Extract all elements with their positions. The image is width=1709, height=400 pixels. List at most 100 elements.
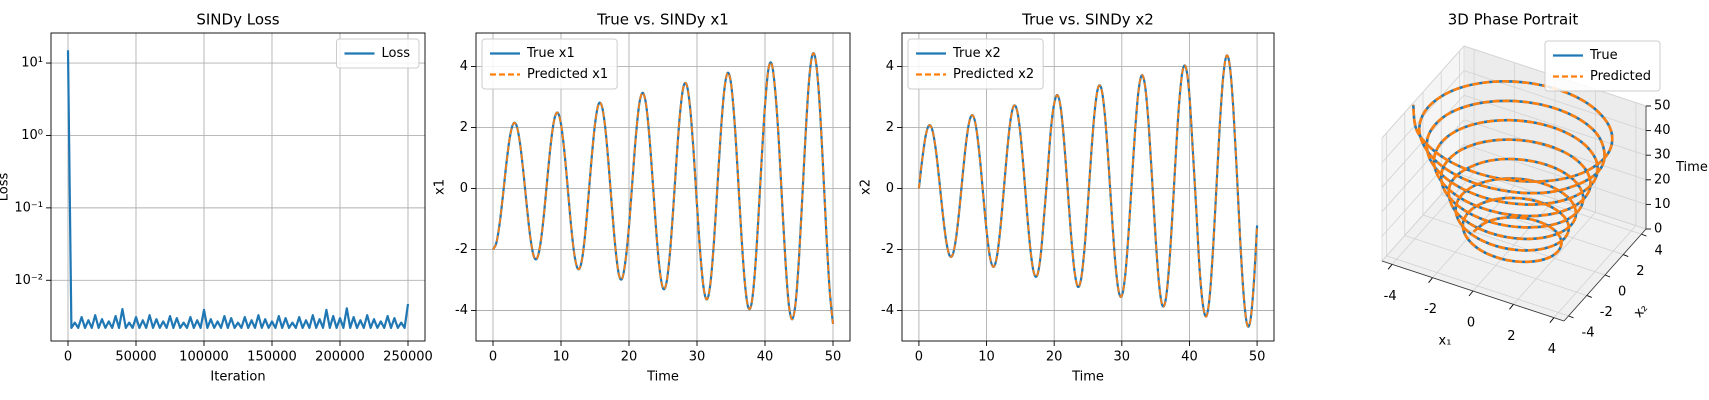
series-line xyxy=(918,54,1258,328)
x-tick-label: 10 xyxy=(978,350,995,365)
grid-line xyxy=(1381,144,1465,237)
x-axis-label: Time xyxy=(646,370,679,385)
x-tick-label: -2 xyxy=(1424,302,1437,317)
y-tick-label: 2 xyxy=(1636,264,1644,279)
x-axis-label: x₁ xyxy=(1439,334,1452,349)
legend: True x2 Predicted x2 xyxy=(907,38,1044,90)
y-tick-label: 10⁰ xyxy=(21,128,43,143)
grid-line xyxy=(1463,144,1647,205)
y-tick-label: -4 xyxy=(455,303,468,318)
x-tick-label: 10 xyxy=(553,350,570,365)
y-axis-label: x1 xyxy=(433,179,448,195)
x-tick-label: 150000 xyxy=(247,350,297,365)
y-tick-label: 4 xyxy=(886,59,894,74)
axes-frame xyxy=(901,32,1275,342)
x-tick-label: 100000 xyxy=(179,350,229,365)
legend-label: Predicted x1 xyxy=(527,67,608,82)
legend-label: Loss xyxy=(381,46,410,61)
x-tick xyxy=(1428,277,1433,283)
legend: Loss xyxy=(335,38,420,69)
y-tick xyxy=(1623,254,1629,257)
x-tick-label: 20 xyxy=(621,350,638,365)
legend-box xyxy=(1544,40,1661,92)
legend: True Predicted xyxy=(1544,40,1661,92)
y-tick-label: 2 xyxy=(460,120,468,135)
x-tick-label: 2 xyxy=(1507,329,1515,344)
series-line xyxy=(492,52,834,325)
x-tick-label: 0 xyxy=(489,350,497,365)
x-tick xyxy=(1509,304,1514,310)
y-tick-label: -4 xyxy=(1582,325,1595,340)
grid-line xyxy=(1386,255,1569,317)
x-tick-label: 40 xyxy=(757,350,774,365)
grid-line xyxy=(1381,45,1465,139)
axes-frame xyxy=(475,32,851,342)
grid-line xyxy=(1463,119,1647,181)
legend-label: Predicted xyxy=(1590,69,1651,84)
grid-line xyxy=(1422,214,1606,276)
grid-line xyxy=(1463,94,1647,156)
y-axis-label: x2 xyxy=(859,179,874,195)
x-tick-label: 50 xyxy=(825,350,842,365)
z-tick-label: 10 xyxy=(1654,197,1671,212)
x-tick-label: 0 xyxy=(64,350,72,365)
x-tick-label: 200000 xyxy=(315,350,365,365)
axes-frame xyxy=(50,32,426,342)
legend-label: True x2 xyxy=(952,46,1001,61)
legend-box xyxy=(481,38,618,90)
phase-line xyxy=(1411,80,1614,264)
x-tick-label: 20 xyxy=(1046,350,1063,365)
axis-line xyxy=(1381,260,1565,322)
y-axis-label: x₂ xyxy=(1631,301,1651,321)
chart-title: True vs. SINDy x1 xyxy=(596,11,729,29)
z-tick-label: 0 xyxy=(1654,222,1662,237)
x-tick-label: 30 xyxy=(1114,350,1131,365)
y-tick-label: -2 xyxy=(881,242,894,257)
y-tick-label: -2 xyxy=(1600,305,1613,320)
x-tick-label: 30 xyxy=(689,350,706,365)
y-tick-label: 4 xyxy=(1654,244,1662,259)
y-tick-label: 10⁻² xyxy=(14,273,43,288)
x-tick xyxy=(1387,264,1393,270)
z-tick-label: 30 xyxy=(1654,148,1671,163)
x-axis-label: Iteration xyxy=(210,370,265,385)
z-tick-label: 40 xyxy=(1654,123,1671,138)
y-tick xyxy=(1641,233,1647,237)
chart-title: True vs. SINDy x2 xyxy=(1021,11,1154,29)
y-tick xyxy=(1568,315,1574,319)
x-tick-label: 250000 xyxy=(383,350,433,365)
grid-line xyxy=(1404,235,1587,296)
y-tick xyxy=(1604,274,1611,278)
y-tick-label: 2 xyxy=(886,120,894,135)
y-axis-label: Loss xyxy=(0,173,12,202)
x-tick-label: 40 xyxy=(1181,350,1198,365)
x-tick-label: 50 xyxy=(1249,350,1266,365)
y-tick-label: 10¹ xyxy=(21,56,43,71)
legend-label: True xyxy=(1589,48,1618,63)
x-tick xyxy=(1468,290,1474,297)
chart-title: 3D Phase Portrait xyxy=(1448,11,1579,29)
legend-box xyxy=(907,38,1044,90)
z-axis-label: Time xyxy=(1675,160,1708,175)
x-tick-label: 50000 xyxy=(115,350,156,365)
x-axis-label: Time xyxy=(1071,370,1104,385)
x-tick xyxy=(1549,317,1555,323)
y-tick xyxy=(1586,295,1592,298)
legend-label: Predicted x2 xyxy=(953,67,1034,82)
z-tick-label: 50 xyxy=(1654,99,1671,114)
chart-title: SINDy Loss xyxy=(196,11,279,29)
y-tick-label: -2 xyxy=(455,242,468,257)
legend-box xyxy=(335,38,420,69)
y-tick-label: 10⁻¹ xyxy=(14,200,43,215)
x-tick-label: -4 xyxy=(1384,289,1397,304)
y-tick-label: 0 xyxy=(886,181,894,196)
y-tick-label: -4 xyxy=(881,303,894,318)
x-tick-label: 0 xyxy=(1467,316,1475,331)
x-tick-label: 0 xyxy=(915,350,923,365)
x-tick-label: 4 xyxy=(1548,342,1556,357)
z-tick-label: 20 xyxy=(1654,172,1671,187)
y-tick-label: 0 xyxy=(460,181,468,196)
series-line xyxy=(66,50,410,329)
legend-label: True x1 xyxy=(526,46,575,61)
legend: True x1 Predicted x1 xyxy=(481,38,618,90)
